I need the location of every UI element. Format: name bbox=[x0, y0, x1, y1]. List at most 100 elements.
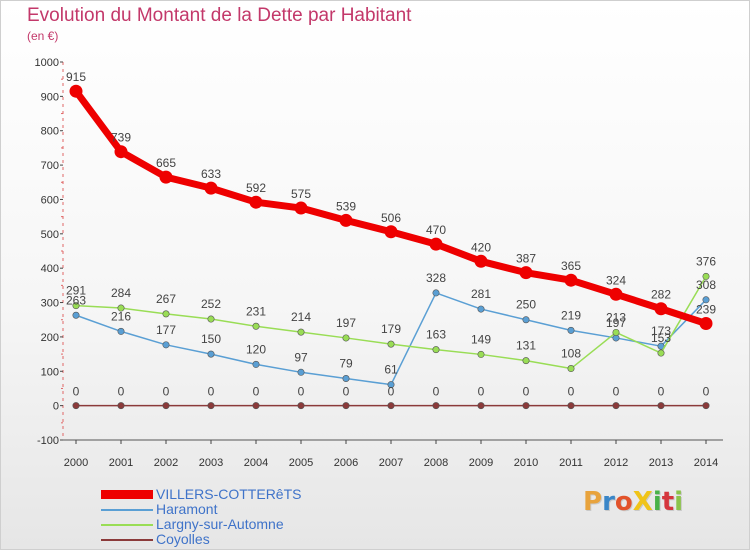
data-label-haramont: 219 bbox=[561, 308, 581, 322]
y-tick-label: 0 bbox=[53, 401, 59, 413]
data-point-villers-cotter-ts bbox=[429, 237, 443, 251]
legend-swatch bbox=[101, 490, 153, 499]
data-label-coyolles: 0 bbox=[478, 385, 485, 399]
data-point-coyolles bbox=[72, 402, 80, 410]
data-point-haramont bbox=[72, 311, 80, 319]
data-point-largny-sur-automne bbox=[72, 302, 80, 310]
data-point-villers-cotter-ts bbox=[564, 273, 578, 287]
data-point-haramont bbox=[162, 341, 170, 349]
data-label-coyolles: 0 bbox=[433, 385, 440, 399]
y-tick-label: 400 bbox=[41, 263, 59, 275]
proxiti-logo: ProXiti bbox=[583, 487, 683, 517]
data-label-largny-sur-automne: 108 bbox=[561, 347, 581, 361]
data-label-largny-sur-automne: 179 bbox=[381, 322, 401, 336]
data-label-largny-sur-automne: 163 bbox=[426, 328, 446, 342]
data-point-largny-sur-automne bbox=[522, 357, 530, 365]
data-point-villers-cotter-ts bbox=[294, 201, 308, 215]
data-point-largny-sur-automne bbox=[657, 349, 665, 357]
data-point-coyolles bbox=[342, 402, 350, 410]
data-label-villers-cotter-ts: 365 bbox=[561, 259, 581, 273]
data-label-villers-cotter-ts: 470 bbox=[426, 223, 446, 237]
x-tick-label: 2014 bbox=[694, 457, 718, 469]
y-tick-label: 300 bbox=[41, 298, 59, 310]
x-tick-label: 2006 bbox=[334, 457, 358, 469]
data-label-largny-sur-automne: 213 bbox=[606, 310, 626, 324]
data-point-largny-sur-automne bbox=[297, 328, 305, 336]
x-tick-label: 2002 bbox=[154, 457, 178, 469]
data-label-villers-cotter-ts: 739 bbox=[111, 131, 131, 145]
data-point-coyolles bbox=[297, 402, 305, 410]
data-label-villers-cotter-ts: 239 bbox=[696, 303, 716, 317]
data-label-coyolles: 0 bbox=[118, 385, 125, 399]
data-point-haramont bbox=[477, 305, 485, 313]
data-point-largny-sur-automne bbox=[387, 340, 395, 348]
x-tick-label: 2003 bbox=[199, 457, 223, 469]
data-label-villers-cotter-ts: 506 bbox=[381, 211, 401, 225]
data-label-villers-cotter-ts: 915 bbox=[66, 70, 86, 84]
data-label-haramont: 263 bbox=[66, 293, 86, 307]
x-tick-label: 2004 bbox=[244, 457, 268, 469]
data-point-largny-sur-automne bbox=[207, 315, 215, 323]
data-point-largny-sur-automne bbox=[117, 304, 125, 312]
data-label-largny-sur-automne: 131 bbox=[516, 339, 536, 353]
data-label-largny-sur-automne: 197 bbox=[336, 316, 356, 330]
legend-swatch bbox=[101, 523, 153, 526]
data-label-coyolles: 0 bbox=[658, 385, 665, 399]
data-label-coyolles: 0 bbox=[568, 385, 575, 399]
data-label-coyolles: 0 bbox=[388, 385, 395, 399]
data-label-villers-cotter-ts: 324 bbox=[606, 273, 626, 287]
data-point-villers-cotter-ts bbox=[69, 84, 83, 98]
data-label-haramont: 328 bbox=[426, 271, 446, 285]
series-line-villers-cotter-ts bbox=[72, 87, 710, 328]
data-label-largny-sur-automne: 149 bbox=[471, 332, 491, 346]
data-point-villers-cotter-ts bbox=[519, 266, 533, 280]
data-point-coyolles bbox=[612, 402, 620, 410]
data-label-largny-sur-automne: 214 bbox=[291, 310, 311, 324]
legend-label: Coyolles bbox=[156, 531, 210, 547]
x-tick-label: 2010 bbox=[514, 457, 538, 469]
y-tick-label: 500 bbox=[41, 229, 59, 241]
data-point-coyolles bbox=[387, 402, 395, 410]
x-tick-label: 2001 bbox=[109, 457, 133, 469]
data-label-coyolles: 0 bbox=[298, 385, 305, 399]
data-point-villers-cotter-ts bbox=[609, 287, 623, 301]
x-tick-label: 2012 bbox=[604, 457, 628, 469]
data-label-villers-cotter-ts: 387 bbox=[516, 252, 536, 266]
data-point-villers-cotter-ts bbox=[384, 225, 398, 239]
data-label-largny-sur-automne: 284 bbox=[111, 286, 131, 300]
data-point-villers-cotter-ts bbox=[114, 145, 128, 159]
data-point-coyolles bbox=[207, 402, 215, 410]
data-label-villers-cotter-ts: 420 bbox=[471, 240, 491, 254]
x-tick-label: 2005 bbox=[289, 457, 313, 469]
data-label-coyolles: 0 bbox=[523, 385, 530, 399]
data-label-haramont: 79 bbox=[339, 356, 353, 370]
data-point-haramont bbox=[252, 360, 260, 368]
data-label-haramont: 120 bbox=[246, 342, 266, 356]
data-label-largny-sur-automne: 252 bbox=[201, 297, 221, 311]
data-point-villers-cotter-ts bbox=[339, 213, 353, 227]
data-label-haramont: 308 bbox=[696, 278, 716, 292]
data-point-largny-sur-automne bbox=[432, 346, 440, 354]
data-point-coyolles bbox=[162, 402, 170, 410]
data-label-coyolles: 0 bbox=[343, 385, 350, 399]
data-point-largny-sur-automne bbox=[612, 328, 620, 336]
data-point-coyolles bbox=[702, 402, 710, 410]
data-label-villers-cotter-ts: 539 bbox=[336, 199, 356, 213]
data-label-largny-sur-automne: 153 bbox=[651, 331, 671, 345]
y-tick-label: 200 bbox=[41, 332, 59, 344]
y-tick-label: 800 bbox=[41, 126, 59, 138]
data-point-haramont bbox=[432, 289, 440, 297]
data-point-coyolles bbox=[567, 402, 575, 410]
legend-label: Largny-sur-Automne bbox=[156, 516, 284, 532]
data-label-villers-cotter-ts: 282 bbox=[651, 288, 671, 302]
chart-series bbox=[69, 84, 713, 410]
data-point-villers-cotter-ts bbox=[474, 254, 488, 268]
data-label-coyolles: 0 bbox=[163, 385, 170, 399]
y-tick-label: 1000 bbox=[35, 57, 59, 69]
data-label-coyolles: 0 bbox=[703, 385, 710, 399]
data-point-largny-sur-automne bbox=[477, 350, 485, 358]
y-tick-label: -100 bbox=[37, 435, 59, 447]
logo-letter: i bbox=[674, 487, 684, 517]
y-tick-label: 700 bbox=[41, 160, 59, 172]
